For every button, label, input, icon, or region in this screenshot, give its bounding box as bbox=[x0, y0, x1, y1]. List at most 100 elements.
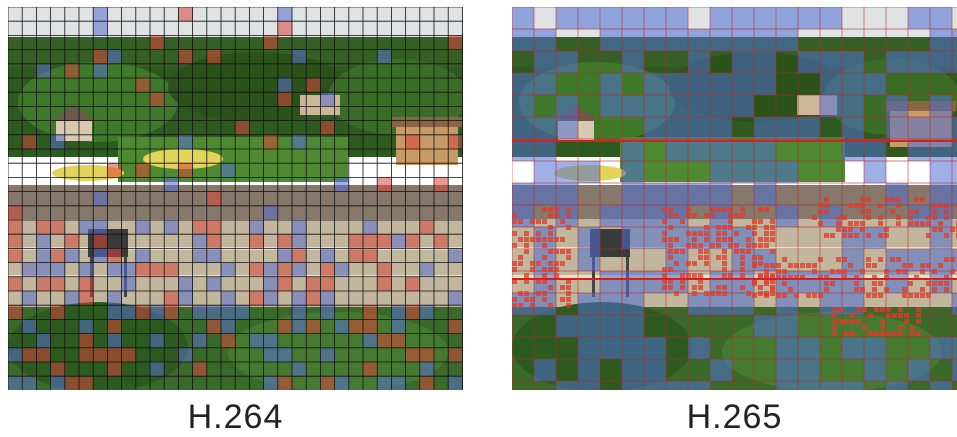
motion-block bbox=[758, 237, 763, 242]
motion-block bbox=[776, 293, 781, 298]
coding-unit bbox=[622, 139, 644, 161]
macroblock bbox=[36, 63, 51, 78]
motion-block bbox=[806, 293, 811, 298]
motion-block bbox=[770, 237, 775, 242]
motion-block bbox=[788, 263, 793, 268]
macroblock bbox=[334, 177, 349, 192]
coding-unit bbox=[754, 183, 776, 205]
macroblock bbox=[292, 49, 307, 64]
motion-block bbox=[812, 293, 817, 298]
motion-block bbox=[788, 287, 793, 292]
coding-unit bbox=[820, 51, 842, 73]
motion-block bbox=[686, 213, 691, 218]
coding-unit bbox=[556, 183, 578, 205]
coding-unit bbox=[512, 139, 534, 161]
macroblock bbox=[8, 248, 23, 263]
coding-unit bbox=[798, 271, 820, 293]
motion-block bbox=[944, 233, 949, 238]
motion-block bbox=[874, 307, 879, 312]
macroblock-grid bbox=[8, 7, 463, 390]
coding-unit bbox=[820, 7, 842, 29]
coding-unit bbox=[930, 161, 952, 183]
coding-unit bbox=[952, 139, 957, 161]
macroblock bbox=[419, 305, 434, 320]
coding-unit bbox=[864, 73, 886, 95]
motion-block bbox=[704, 291, 709, 296]
coding-unit bbox=[952, 51, 957, 73]
motion-block bbox=[548, 225, 553, 230]
motion-block bbox=[836, 221, 841, 226]
macroblock bbox=[150, 262, 165, 277]
coding-unit bbox=[710, 161, 732, 183]
coding-unit bbox=[952, 117, 957, 139]
motion-block bbox=[926, 233, 931, 238]
motion-block bbox=[746, 291, 751, 296]
motion-block bbox=[566, 255, 571, 260]
motion-block bbox=[722, 255, 727, 260]
motion-block bbox=[524, 279, 529, 284]
coding-unit bbox=[622, 337, 644, 359]
coding-unit bbox=[798, 359, 820, 381]
motion-block bbox=[794, 293, 799, 298]
coding-unit bbox=[644, 381, 666, 390]
macroblock bbox=[178, 276, 193, 291]
macroblock bbox=[36, 333, 51, 348]
motion-block bbox=[914, 275, 919, 280]
motion-block bbox=[842, 227, 847, 232]
macroblock bbox=[277, 78, 292, 93]
coding-unit bbox=[776, 7, 798, 29]
motion-block bbox=[680, 273, 685, 278]
motion-block bbox=[512, 231, 517, 236]
macroblock bbox=[64, 248, 79, 263]
coding-unit bbox=[688, 337, 710, 359]
coding-unit bbox=[600, 293, 622, 315]
coding-unit bbox=[864, 139, 886, 161]
motion-block bbox=[698, 231, 703, 236]
motion-block bbox=[878, 233, 883, 238]
coding-unit bbox=[512, 95, 534, 117]
motion-block bbox=[884, 269, 889, 274]
macroblock bbox=[50, 362, 65, 377]
motion-block bbox=[542, 279, 547, 284]
coding-unit bbox=[688, 73, 710, 95]
macroblock bbox=[50, 305, 65, 320]
motion-block bbox=[530, 261, 535, 266]
macroblock bbox=[391, 305, 406, 320]
motion-block bbox=[518, 261, 523, 266]
macroblock bbox=[93, 191, 108, 206]
motion-block bbox=[680, 285, 685, 290]
macroblock bbox=[249, 291, 264, 306]
coding-unit bbox=[864, 337, 886, 359]
macroblock bbox=[93, 220, 108, 235]
motion-block bbox=[770, 263, 775, 268]
motion-block bbox=[554, 237, 559, 242]
coding-unit bbox=[534, 359, 556, 381]
motion-block bbox=[740, 213, 745, 218]
macroblock bbox=[292, 305, 307, 320]
motion-block bbox=[548, 249, 553, 254]
motion-block bbox=[764, 231, 769, 236]
macroblock bbox=[79, 347, 94, 362]
macroblock bbox=[221, 262, 236, 277]
macroblock bbox=[320, 305, 335, 320]
macroblock bbox=[121, 347, 136, 362]
macroblock bbox=[448, 291, 463, 306]
macroblock bbox=[235, 120, 250, 135]
macroblock bbox=[79, 319, 94, 334]
motion-block bbox=[836, 257, 841, 262]
coding-unit bbox=[666, 73, 688, 95]
motion-block bbox=[512, 297, 517, 302]
coding-unit bbox=[798, 51, 820, 73]
coding-unit bbox=[776, 315, 798, 337]
macroblock bbox=[320, 120, 335, 135]
motion-block bbox=[770, 279, 775, 284]
motion-block bbox=[892, 313, 897, 318]
macroblock bbox=[93, 7, 108, 22]
motion-block bbox=[530, 237, 535, 242]
motion-block bbox=[680, 249, 685, 254]
coding-unit bbox=[952, 337, 957, 359]
macroblock bbox=[178, 163, 193, 178]
motion-block bbox=[680, 279, 685, 284]
motion-block bbox=[536, 219, 541, 224]
coding-unit bbox=[622, 293, 644, 315]
